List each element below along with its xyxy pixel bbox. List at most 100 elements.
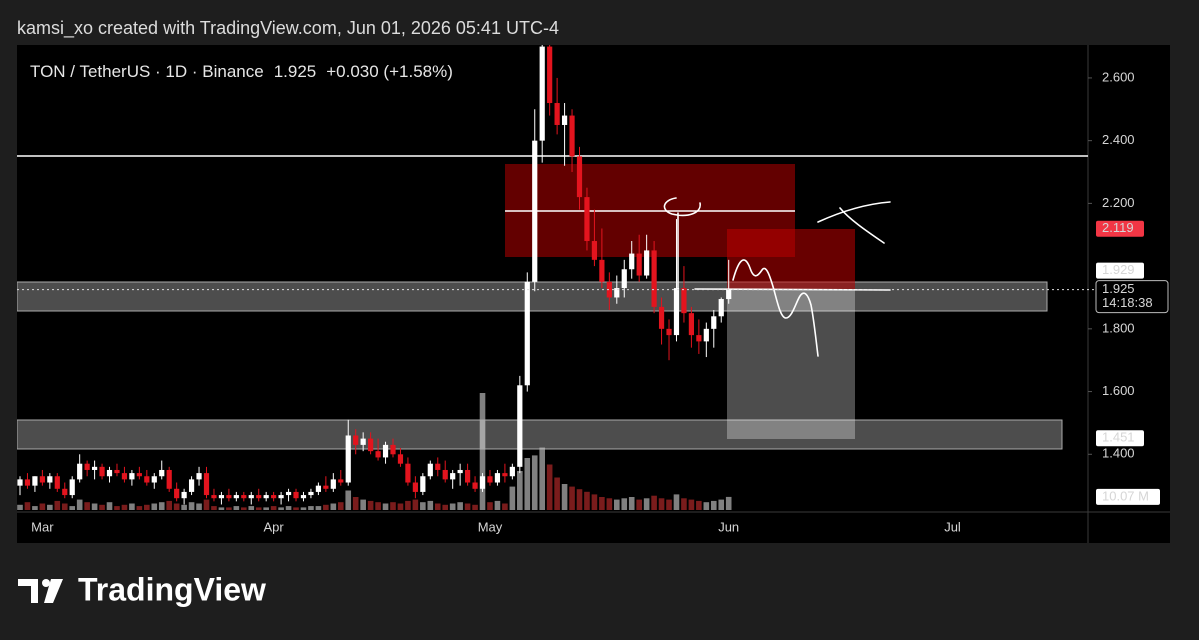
candle-body xyxy=(435,463,441,470)
candle-body xyxy=(159,469,165,477)
candle-body xyxy=(450,473,456,480)
drawing xyxy=(732,259,819,357)
candle-body xyxy=(308,491,314,496)
volume-bar xyxy=(628,497,635,510)
candle-body xyxy=(323,485,329,489)
volume-bar xyxy=(479,393,486,510)
candle-body xyxy=(636,253,642,276)
volume-bar xyxy=(61,503,68,510)
volume-bar xyxy=(360,499,366,510)
price-badge xyxy=(1096,430,1144,447)
candle-body xyxy=(494,473,501,483)
candle-body xyxy=(181,491,187,499)
candle-body xyxy=(442,469,448,480)
candle-body xyxy=(129,473,135,480)
volume-bar xyxy=(136,506,143,510)
candle-body xyxy=(226,495,232,499)
volume-bar xyxy=(725,496,732,510)
volume-bar xyxy=(472,504,478,510)
candle-body xyxy=(300,495,307,499)
axes: 2.600 2.400 2.200 1.800 1.600 1.400 Mar Apr May J… xyxy=(17,69,1169,534)
volume-bar xyxy=(106,502,113,510)
y-tick-label: 1.600 xyxy=(1102,383,1135,398)
volume-bar xyxy=(434,503,441,510)
candle-body xyxy=(77,463,83,480)
y-tick-label: 1.800 xyxy=(1102,320,1135,335)
short-position-target xyxy=(727,289,855,439)
volume-pane xyxy=(17,393,732,510)
volume-bar xyxy=(308,506,314,510)
countdown: 14:18:38 xyxy=(1102,295,1153,310)
candle-body xyxy=(703,328,709,342)
volume-bar xyxy=(352,497,359,510)
candle-body xyxy=(315,485,321,492)
volume-bar xyxy=(151,503,158,510)
volume-bar xyxy=(211,506,217,510)
volume-bar xyxy=(129,503,135,510)
volume-bar xyxy=(710,500,717,510)
volume-bar xyxy=(621,498,628,510)
candle-body xyxy=(360,438,366,445)
volume-bar xyxy=(718,499,725,510)
volume-bar xyxy=(576,489,583,510)
price-badge-label: 1.451 xyxy=(1102,430,1135,445)
candle-body xyxy=(696,335,702,342)
candle-body xyxy=(17,479,23,486)
volume-bar xyxy=(218,507,225,510)
y-tick-label: 2.400 xyxy=(1102,132,1135,147)
volume-bar xyxy=(188,502,195,510)
candle-body xyxy=(69,479,75,496)
volume-bar xyxy=(337,502,344,510)
candle-body xyxy=(330,479,336,489)
candle-body xyxy=(390,444,396,455)
chart-panel xyxy=(17,45,1170,543)
volume-bar xyxy=(375,502,381,510)
candle-body xyxy=(62,488,68,496)
candle-body xyxy=(711,316,717,329)
candle-body xyxy=(681,288,687,314)
volume-bar xyxy=(614,499,620,510)
candle-body xyxy=(561,115,568,125)
volume-bar xyxy=(32,506,38,510)
volume-bar xyxy=(203,499,210,510)
volume-bar xyxy=(524,458,531,510)
volume-bar xyxy=(293,507,299,510)
price-badge xyxy=(1096,220,1144,237)
candle-body xyxy=(487,476,493,483)
candle-body xyxy=(188,479,195,492)
volume-bar xyxy=(606,498,613,510)
volume-bar xyxy=(330,503,337,510)
candle-body xyxy=(39,476,45,483)
volume-bar xyxy=(599,497,605,510)
price-badge-label: 2.119 xyxy=(1102,220,1134,235)
candle-body xyxy=(554,103,560,125)
volume-bar xyxy=(323,504,329,510)
volume-bar xyxy=(17,504,23,510)
volume-bar xyxy=(144,504,150,510)
candle-body xyxy=(420,476,426,492)
volume-bar xyxy=(255,507,262,510)
candle-body xyxy=(211,495,217,499)
volume-bar xyxy=(584,491,590,510)
candle-body xyxy=(114,469,120,474)
volume-bar xyxy=(442,504,449,510)
price-badge xyxy=(1096,262,1144,279)
volume-bar xyxy=(278,507,284,510)
candle-body xyxy=(151,476,157,483)
candle-body xyxy=(479,476,486,489)
volume-bar xyxy=(539,447,545,510)
volume-bar xyxy=(696,500,702,510)
volume-bar xyxy=(300,507,307,510)
candle-body xyxy=(658,306,665,329)
x-tick-label: Mar xyxy=(31,519,54,534)
brand-logo xyxy=(18,579,63,603)
candle-body xyxy=(644,250,650,276)
candle-body xyxy=(233,495,239,499)
candle-body xyxy=(539,46,545,141)
x-tick-label: Apr xyxy=(264,519,285,534)
volume-bar xyxy=(91,503,98,510)
volume-bar xyxy=(658,498,665,510)
y-tick-label: 2.600 xyxy=(1102,69,1135,84)
candle-body xyxy=(54,476,60,489)
